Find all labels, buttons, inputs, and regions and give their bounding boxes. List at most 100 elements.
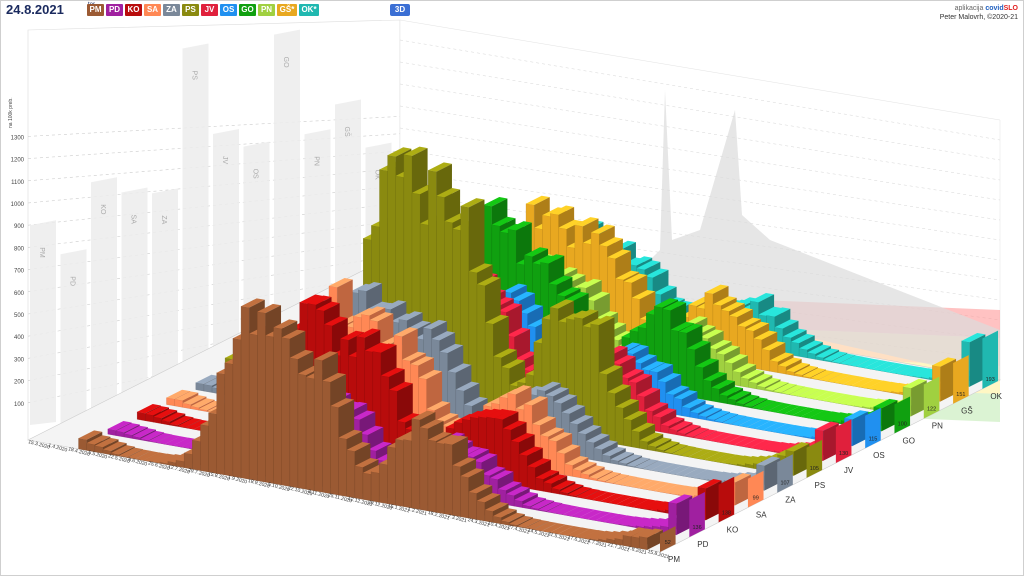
date-tick-label: 15.1.2021 [387,503,410,515]
bar [564,463,573,477]
bar [427,439,437,513]
bar-top [737,317,762,327]
bar-side [793,443,810,476]
bar [623,418,632,448]
current-value-tile-za [777,454,793,493]
bar-top [566,527,590,537]
bar [702,379,712,402]
bar-top [859,379,883,389]
bar-top [532,416,556,426]
brand-name-b: SLO [1003,5,1018,12]
bar-top [839,355,864,365]
back-projection-ko [91,177,117,422]
bar-top [735,394,760,404]
bar-top [492,508,517,518]
bar-top [698,407,722,417]
brand-name[interactable]: covidSLO [985,5,1018,12]
legend-chip-go[interactable]: GO [239,4,256,16]
bar-top [156,434,181,445]
legend-chip-ok[interactable]: OK* [299,4,319,16]
bar-top [329,278,353,288]
bar-top [636,517,660,528]
back-projection-label: GŠ [343,127,352,137]
legend-chip-os[interactable]: OS [220,4,237,16]
bar-top [514,351,539,361]
bar-top [587,511,611,521]
legend-chip-pn[interactable]: PN [258,4,275,16]
bar-top [759,401,784,411]
bar-top [289,349,314,360]
bar-top [307,295,332,305]
bar-top [460,468,485,478]
bar-top [854,397,878,408]
bar-top [548,432,573,442]
bar-top [468,263,493,273]
date-tick-label: 4.7.2021 [587,538,608,549]
bar-top [704,451,729,462]
bar-top [590,530,615,541]
bar-top [366,301,391,311]
bar-top [629,478,654,488]
bar-top [657,372,682,383]
bar [435,442,445,514]
bar-top [873,398,898,409]
bar-top [78,430,103,440]
bar-top [714,412,739,422]
bar [387,446,396,506]
bar-top [640,500,665,510]
current-value-tile-pn [923,376,940,419]
bar-side [969,334,986,387]
bar-top [636,387,661,397]
bar-top [716,345,740,355]
back-projection-label: JV [221,156,228,165]
bar-top [434,412,459,423]
bar-top [579,509,603,520]
bar-top [600,493,625,503]
date-tick-label: 5.5.2020 [87,450,108,461]
back-projection-label: OK [374,170,381,180]
legend-chip-pm[interactable]: PM [87,4,104,16]
bar [761,348,770,372]
bar [330,405,339,496]
bar-top [621,477,646,487]
bar [593,447,603,462]
right-wall-gridline [399,61,1001,161]
region-label-pn: PN [932,422,943,431]
bar-top [426,401,451,411]
legend-chip-ko[interactable]: KO [125,4,142,16]
bar-top [821,392,846,402]
legend-chip-sa[interactable]: SA [144,4,161,16]
bar-top [764,381,789,391]
bar-top [135,451,160,461]
legend-chip-ps[interactable]: PS [182,4,199,16]
date-tick-label: 18.4.2020 [67,446,90,458]
bar-top [524,247,549,257]
bar-top [540,254,565,264]
mode-3d-button[interactable]: 3D [390,4,410,16]
bar [200,424,209,473]
bar-top [598,365,623,375]
bar-top [418,369,443,380]
back-projection-label: GO [282,57,289,68]
bar-top [550,205,575,215]
bar-top [522,496,546,507]
bar-top [676,424,701,434]
bar-top [678,323,703,334]
date-tick-label: 8.11.2020 [307,489,330,501]
current-value-label: 136 [693,525,702,531]
bar-top [489,470,514,480]
legend-chip-pd[interactable]: PD [106,4,123,16]
legend-chip-gš[interactable]: GŠ* [277,4,297,16]
date-tick-label: 7.3.2021 [447,513,468,524]
bar-top [704,284,729,294]
date-tick-label: 17.6.2021 [567,535,590,547]
region-label-za: ZA [785,496,796,505]
bar-top [703,371,727,382]
legend-chip-jv[interactable]: JV [201,4,218,16]
bar-top [195,374,220,385]
legend-chip-za[interactable]: ZA [163,4,180,16]
back-projection-za [152,188,178,419]
bar-top [708,339,732,350]
bar [338,437,347,497]
right-wall-gridline [399,83,1001,181]
